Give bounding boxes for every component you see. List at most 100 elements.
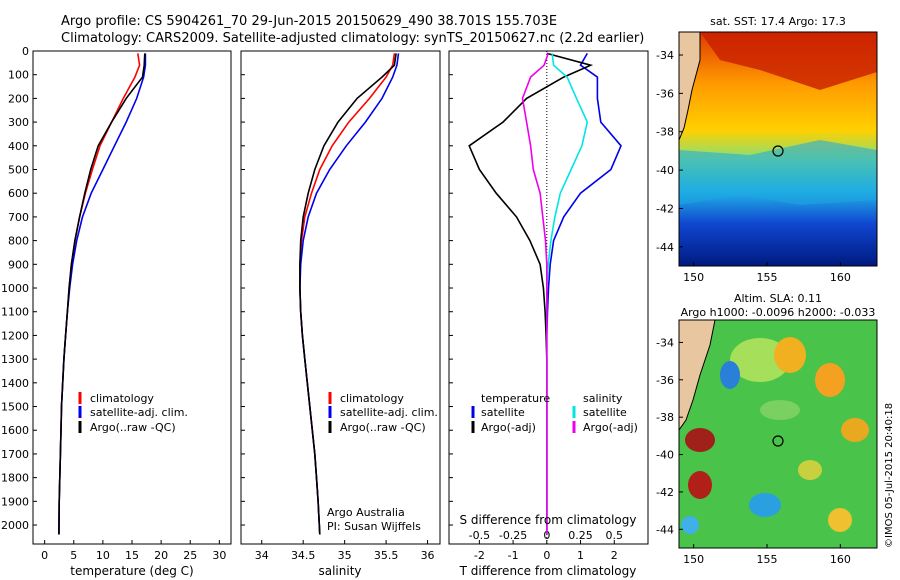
x-tick-label: 0 xyxy=(41,549,48,562)
series-line-s-argo-adj- xyxy=(521,53,549,535)
salinity-legend: climatology satellite-adj. clim. Argo(..… xyxy=(327,392,438,533)
x-tick-label: 5 xyxy=(70,549,77,562)
legend-t-argo: Argo(-adj) xyxy=(481,421,536,434)
map-y-tick-label: -38 xyxy=(656,126,674,139)
map-y-tick-label: -36 xyxy=(656,87,674,100)
annotation-argo-australia: Argo Australia xyxy=(327,506,405,519)
sla-map-subtitle: Argo h1000: -0.0096 h2000: -0.033 xyxy=(681,306,876,319)
series-line-s-satellite xyxy=(545,53,589,535)
y-tick-label: 1200 xyxy=(1,329,29,342)
temperature-xlabel: temperature (deg C) xyxy=(70,564,193,578)
sst-map-frame xyxy=(678,31,878,267)
series-line-satellite-adj-clim- xyxy=(58,53,147,535)
series-line-climatology xyxy=(58,53,141,535)
map-y-tick-label: -44 xyxy=(656,241,674,254)
legend-satellite: satellite-adj. clim. xyxy=(340,406,438,419)
legend-s-argo: Argo(-adj) xyxy=(583,421,638,434)
y-tick-label: 500 xyxy=(8,164,29,177)
sst-map xyxy=(679,32,877,266)
series-line-t-satellite xyxy=(545,53,622,535)
x-tick-label: 25 xyxy=(183,549,197,562)
sla-map-title: Altim. SLA: 0.11 xyxy=(734,292,822,305)
y-tick-label: 400 xyxy=(8,140,29,153)
legend-salinity-title: salinity xyxy=(583,392,623,405)
x-tick-label: 36 xyxy=(421,549,435,562)
y-tick-label: 800 xyxy=(8,235,29,248)
series-line-argo-raw-qc- xyxy=(58,53,146,535)
y-tick-label: 1700 xyxy=(1,448,29,461)
y-tick-label: 1000 xyxy=(1,282,29,295)
x-tick-label: 10 xyxy=(96,549,110,562)
sst-map-axes: 150 155 160 -34 -36 -38 -40 -42 -44 xyxy=(656,49,851,284)
y-tick-label: 1900 xyxy=(1,495,29,508)
sla-map-frame xyxy=(678,319,878,549)
y-tick-label: 200 xyxy=(8,92,29,105)
legend-argo: Argo(..raw -QC) xyxy=(90,421,176,434)
series-line-t-argo-adj- xyxy=(468,52,594,535)
x-top-tick-label: 0 xyxy=(543,529,550,542)
land-australia xyxy=(679,320,716,431)
map-x-tick-label: 150 xyxy=(683,271,704,284)
x-tick-label: 1 xyxy=(577,549,584,562)
map-y-tick-label: -36 xyxy=(656,374,674,387)
series-line-argo-raw-qc- xyxy=(299,53,397,535)
map-x-tick-label: 155 xyxy=(757,553,778,566)
y-tick-label: 300 xyxy=(8,116,29,129)
difference-legend: temperature satellite Argo(-adj) salinit… xyxy=(471,392,638,434)
legend-s-satellite: satellite xyxy=(583,406,627,419)
annotation-pi: PI: Susan Wijffels xyxy=(327,520,421,533)
y-tick-label: 0 xyxy=(22,45,29,58)
map-y-tick-label: -34 xyxy=(656,49,674,62)
map-y-tick-label: -40 xyxy=(656,164,674,177)
series-line-climatology xyxy=(299,53,396,535)
map-y-tick-label: -42 xyxy=(656,202,674,215)
temperature-legend: climatology satellite-adj. clim. Argo(..… xyxy=(78,392,188,434)
map-x-tick-label: 160 xyxy=(830,271,851,284)
map-y-tick-label: -44 xyxy=(656,523,674,536)
x-tick-label: 15 xyxy=(125,549,139,562)
x-tick-label: 30 xyxy=(212,549,226,562)
imos-credit: ©IMOS 05-Jul-2015 20:40:18 xyxy=(884,403,895,548)
y-tick-label: 1800 xyxy=(1,472,29,485)
y-tick-label: 1400 xyxy=(1,377,29,390)
y-tick-label: 2000 xyxy=(1,519,29,532)
x-top-tick-label: 0.5 xyxy=(606,529,624,542)
legend-satellite: satellite-adj. clim. xyxy=(90,406,188,419)
legend-temperature-title: temperature xyxy=(481,392,550,405)
map-y-tick-label: -42 xyxy=(656,486,674,499)
map-y-tick-label: -34 xyxy=(656,336,674,349)
land-australia xyxy=(679,32,701,141)
salinity-panel-frame xyxy=(240,50,441,545)
salinity-plot: 34 34.5 35 35.5 36 xyxy=(241,50,435,562)
x-top-tick-label: -0.5 xyxy=(469,529,490,542)
y-tick-label: 1500 xyxy=(1,401,29,414)
legend-argo: Argo(..raw -QC) xyxy=(340,421,426,434)
x-top-tick-label: 0.25 xyxy=(568,529,593,542)
x-tick-label: 0 xyxy=(543,549,550,562)
difference-xlabel-top: S difference from climatology xyxy=(460,513,637,527)
temperature-panel-frame xyxy=(32,50,232,545)
legend-t-satellite: satellite xyxy=(481,406,525,419)
difference-plot: -2 -1 0 1 2 -0.5 -0.25 0 0.25 0.5 xyxy=(449,50,624,562)
y-tick-label: 700 xyxy=(8,211,29,224)
map-x-tick-label: 160 xyxy=(830,553,851,566)
legend-climatology: climatology xyxy=(340,392,404,405)
title-line-1: Argo profile: CS 5904261_70 29-Jun-2015 … xyxy=(61,14,557,29)
sla-map-axes: 150 155 160 -34 -36 -38 -40 -42 -44 xyxy=(656,336,851,566)
profile-location-marker xyxy=(772,145,784,157)
x-tick-label: 35 xyxy=(338,549,352,562)
y-tick-label: 100 xyxy=(8,69,29,82)
y-tick-label: 600 xyxy=(8,187,29,200)
profile-location-marker xyxy=(772,435,784,447)
x-tick-label: 34 xyxy=(255,549,269,562)
x-tick-label: 2 xyxy=(611,549,618,562)
x-tick-label: 35.5 xyxy=(374,549,399,562)
sst-map-title: sat. SST: 17.4 Argo: 17.3 xyxy=(710,15,846,28)
legend-climatology: climatology xyxy=(90,392,154,405)
difference-panel-frame xyxy=(448,50,649,545)
y-tick-label: 1600 xyxy=(1,424,29,437)
map-y-tick-label: -40 xyxy=(656,449,674,462)
y-tick-label: 1100 xyxy=(1,306,29,319)
x-tick-label: 20 xyxy=(154,549,168,562)
